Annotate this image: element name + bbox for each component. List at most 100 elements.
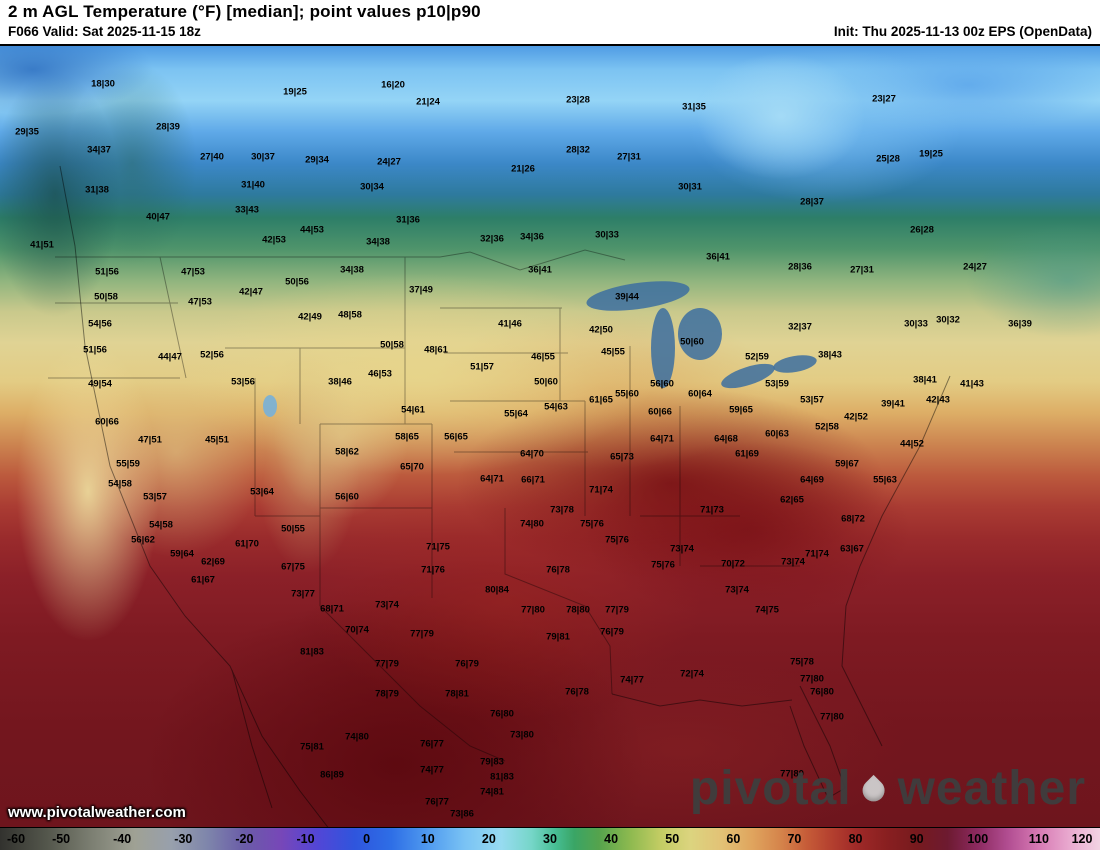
point-value: 39|44 — [615, 291, 639, 303]
point-value: 59|67 — [835, 458, 859, 470]
colorbar-tick: -20 — [235, 832, 254, 846]
point-value: 55|63 — [873, 474, 897, 486]
point-value: 29|35 — [15, 126, 39, 138]
point-value: 51|56 — [83, 344, 107, 356]
point-value: 76|80 — [810, 686, 834, 698]
point-value: 54|58 — [108, 478, 132, 490]
point-value: 31|36 — [396, 214, 420, 226]
point-value: 27|31 — [617, 151, 641, 163]
point-value: 42|47 — [239, 286, 263, 298]
point-value: 50|55 — [281, 523, 305, 535]
point-value: 26|28 — [910, 224, 934, 236]
point-value: 74|75 — [755, 604, 779, 616]
colorbar-tick: -60 — [6, 832, 26, 846]
point-value: 19|25 — [283, 86, 307, 98]
point-value: 73|80 — [510, 729, 534, 741]
point-value: 77|79 — [605, 604, 629, 616]
point-value: 66|71 — [521, 474, 545, 486]
point-value: 71|75 — [426, 541, 450, 553]
point-value: 23|27 — [872, 93, 896, 105]
logo-word-pivotal: pivotal — [689, 762, 852, 815]
point-value: 31|40 — [241, 179, 265, 191]
point-value: 38|46 — [328, 376, 352, 388]
point-value: 62|69 — [201, 556, 225, 568]
point-value: 54|58 — [149, 519, 173, 531]
point-value: 53|64 — [250, 486, 274, 498]
point-value: 74|81 — [480, 786, 504, 798]
point-value: 58|62 — [335, 446, 359, 458]
point-value: 56|60 — [335, 491, 359, 503]
page-title: 2 m AGL Temperature (°F) [median]; point… — [8, 2, 481, 21]
colorbar-tick: 70 — [787, 832, 802, 846]
pivotal-weather-logo: pivotal weather — [690, 765, 1086, 813]
point-value: 71|74 — [589, 484, 613, 496]
temperature-colorbar: -60 -50 -40 -30 -20 -10 0 10 20 30 40 50 60 70 80 90 100… — [0, 828, 1100, 850]
colorbar-tick: -50 — [52, 832, 71, 846]
point-value: 40|47 — [146, 211, 170, 223]
colorbar-tick: 0 — [363, 832, 371, 846]
point-value: 61|70 — [235, 538, 259, 550]
point-value: 36|39 — [1008, 318, 1032, 330]
point-value: 34|37 — [87, 144, 111, 156]
point-value: 53|56 — [231, 376, 255, 388]
point-value: 50|60 — [534, 376, 558, 388]
water-drop-icon — [857, 774, 889, 806]
colorbar-tick: 100 — [967, 832, 989, 846]
point-value: 54|61 — [401, 404, 425, 416]
point-value: 79|81 — [546, 631, 570, 643]
point-value: 81|83 — [490, 771, 514, 783]
colorbar-tick: 120 — [1071, 832, 1093, 846]
point-value: 81|83 — [300, 646, 324, 658]
point-value: 42|50 — [589, 324, 613, 336]
point-value: 59|64 — [170, 548, 194, 560]
point-value: 76|80 — [490, 708, 514, 720]
point-value: 42|43 — [926, 394, 950, 406]
point-value: 64|71 — [480, 473, 504, 485]
point-value: 50|58 — [380, 339, 404, 351]
colorbar-tick: -40 — [113, 832, 132, 846]
point-value: 28|32 — [566, 144, 590, 156]
point-value: 24|27 — [377, 156, 401, 168]
point-value: 48|58 — [338, 309, 362, 321]
point-value: 70|74 — [345, 624, 369, 636]
point-value: 32|37 — [788, 321, 812, 333]
point-value: 56|60 — [650, 378, 674, 390]
point-value: 54|56 — [88, 318, 112, 330]
point-value: 18|30 — [91, 78, 115, 90]
point-value: 53|59 — [765, 378, 789, 390]
point-value: 73|77 — [291, 588, 315, 600]
point-value: 70|72 — [721, 558, 745, 570]
point-value: 39|41 — [881, 398, 905, 410]
point-value: 65|73 — [610, 451, 634, 463]
point-value: 75|78 — [790, 656, 814, 668]
point-value: 73|74 — [781, 556, 805, 568]
point-value: 76|77 — [420, 738, 444, 750]
point-value: 76|78 — [546, 564, 570, 576]
point-value: 63|67 — [840, 543, 864, 555]
point-value: 76|79 — [600, 626, 624, 638]
valid-time-label: F066 Valid: Sat 2025-11-15 18z — [8, 23, 201, 39]
point-value: 34|36 — [520, 231, 544, 243]
point-value: 55|60 — [615, 388, 639, 400]
point-value: 21|26 — [511, 163, 535, 175]
point-value: 30|37 — [251, 151, 275, 163]
colorbar-tick: -30 — [174, 832, 193, 846]
point-value: 64|69 — [800, 474, 824, 486]
colorbar-tick: -10 — [296, 832, 315, 846]
point-value: 30|33 — [595, 229, 619, 241]
init-time-label: Init: Thu 2025-11-13 00z EPS (OpenData) — [833, 23, 1092, 39]
point-value: 71|76 — [421, 564, 445, 576]
point-value: 45|51 — [205, 434, 229, 446]
point-value: 64|68 — [714, 433, 738, 445]
point-value: 54|63 — [544, 401, 568, 413]
point-value: 31|38 — [85, 184, 109, 196]
point-value: 76|79 — [455, 658, 479, 670]
point-value: 32|36 — [480, 233, 504, 245]
point-value: 60|66 — [648, 406, 672, 418]
point-value: 75|76 — [580, 518, 604, 530]
point-value: 61|69 — [735, 448, 759, 460]
point-value: 30|32 — [936, 314, 960, 326]
point-value: 73|74 — [375, 599, 399, 611]
point-value: 68|71 — [320, 603, 344, 615]
